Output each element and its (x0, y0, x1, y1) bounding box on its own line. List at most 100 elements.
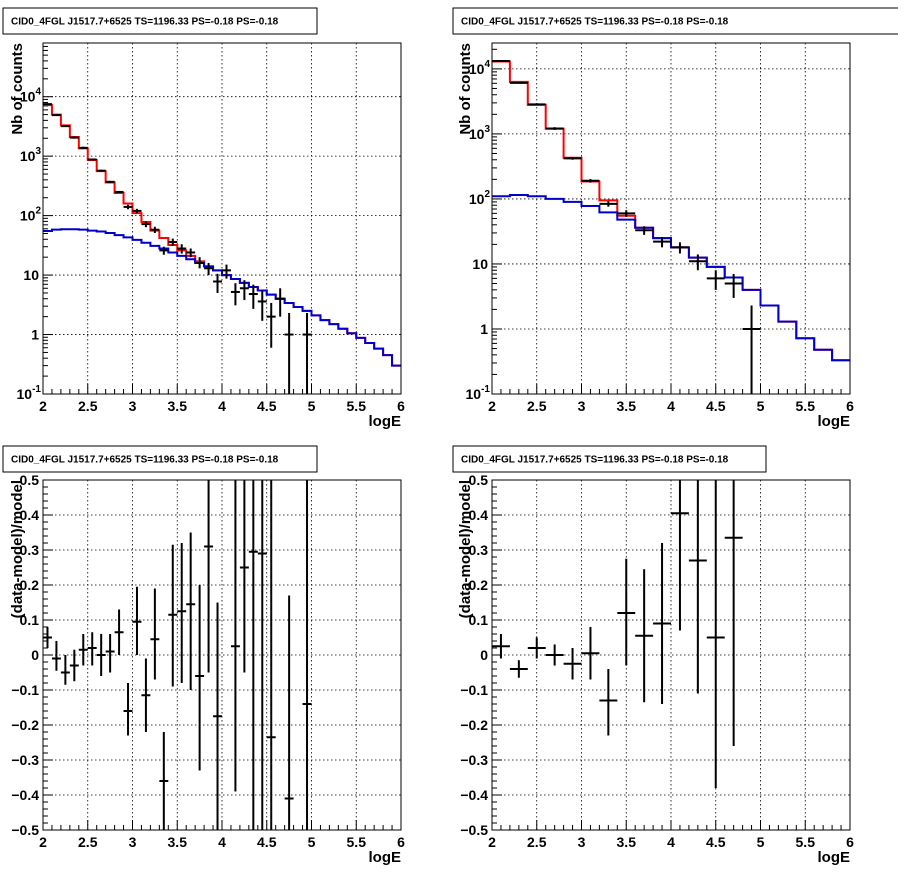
plot-frame (491, 479, 851, 831)
y-tick-label: 0.2 (20, 577, 40, 593)
data-point (599, 201, 618, 207)
y-tick-label: 103 (469, 124, 491, 142)
x-tick-label: 3 (129, 834, 137, 850)
y-tick-label: 1 (31, 327, 39, 343)
y-tick-label: 0.4 (469, 507, 489, 523)
x-tick-label: 3 (578, 834, 586, 850)
data-point (671, 242, 689, 254)
x-tick-label: 2.5 (78, 834, 98, 850)
y-tick-label: −0.1 (11, 682, 39, 698)
y-tick-label: −0.2 (11, 717, 39, 733)
data-point (563, 157, 582, 160)
data-point (742, 305, 761, 394)
x-tick-label: 4.5 (706, 398, 726, 414)
y-tick-label: 10 (23, 267, 39, 283)
x-tick-label: 4 (218, 398, 226, 414)
y-tick-label: 104 (20, 87, 42, 105)
data-point (302, 480, 312, 830)
data-point (230, 283, 240, 306)
y-tick-label: 0.1 (20, 612, 40, 628)
x-tick-label: 5.5 (347, 834, 367, 850)
x-tick-label: 4.5 (257, 398, 277, 414)
x-tick-label: 3 (129, 398, 137, 414)
chart-title: CID0_4FGL J1517.7+6525 TS=1196.33 PS=-0.… (11, 455, 279, 466)
data-point (653, 236, 671, 248)
data-point (527, 103, 546, 106)
x-tick-label: 2 (39, 834, 47, 850)
data-point (230, 480, 240, 792)
x-tick-label: 2 (488, 398, 496, 414)
data-point (195, 257, 205, 269)
data-point (186, 248, 196, 258)
x-tick-label: 3.5 (617, 834, 637, 850)
y-tick-label: 0.5 (469, 472, 489, 488)
y-tick-label: 0.3 (20, 542, 40, 558)
data-point (257, 290, 267, 321)
data-point (132, 208, 142, 214)
y-tick-label: −0.1 (460, 682, 488, 698)
data-point (266, 302, 276, 348)
data-point (492, 60, 510, 63)
data-point (545, 127, 564, 130)
data-point (168, 544, 178, 687)
chart-title: CID0_4FGL J1517.7+6525 TS=1196.33 PS=-0.… (461, 17, 729, 28)
x-tick-label: 5 (757, 398, 765, 414)
data-point (150, 588, 160, 680)
x-tick-label: 6 (397, 834, 405, 850)
y-tick-label: 1 (480, 321, 488, 337)
data-point (60, 655, 70, 685)
y-tick-label: 0 (31, 647, 39, 663)
data-point (284, 595, 294, 830)
data-point (159, 246, 169, 255)
x-tick-label: 4 (218, 834, 226, 850)
x-tick-label: 2.5 (78, 398, 98, 414)
y-tick-label: −0.3 (460, 752, 488, 768)
data-point (60, 125, 70, 128)
histogram-series-2 (492, 193, 850, 362)
y-axis-title: Nb of counts (457, 43, 474, 135)
data-point (724, 480, 743, 746)
y-tick-label: −0.5 (460, 822, 488, 838)
y-tick-label: 102 (469, 189, 491, 207)
data-point (123, 683, 133, 736)
data-point (599, 669, 618, 736)
data-point (78, 146, 88, 149)
data-point (141, 221, 151, 228)
x-tick-label: 3 (578, 398, 586, 414)
histogram-series-2 (43, 228, 401, 367)
x-tick-label: 5 (308, 834, 316, 850)
y-tick-label: −0.4 (460, 787, 488, 803)
data-point (195, 585, 205, 771)
data-point (213, 602, 222, 830)
data-point (159, 732, 169, 830)
data-point (706, 270, 725, 290)
y-tick-label: 0.4 (20, 507, 40, 523)
x-tick-label: 5.5 (796, 398, 816, 414)
data-point (105, 634, 115, 673)
data-point (43, 103, 52, 106)
data-point (239, 280, 249, 301)
data-point (266, 480, 276, 830)
y-axis-title: (data-model)/model (9, 480, 26, 618)
data-point (581, 179, 600, 183)
data-point (248, 284, 258, 309)
data-point (275, 288, 285, 317)
data-point (96, 169, 106, 172)
x-tick-label: 4.5 (257, 834, 277, 850)
x-tick-label: 5.5 (347, 398, 367, 414)
x-tick-label: 2.5 (527, 398, 547, 414)
y-tick-label: 0.2 (469, 577, 489, 593)
data-point (688, 480, 707, 694)
plot-frame (42, 42, 402, 395)
x-tick-label: 5 (757, 834, 765, 850)
chart-title: CID0_4FGL J1517.7+6525 TS=1196.33 PS=-0.… (11, 17, 279, 28)
data-point (168, 238, 178, 246)
data-point (87, 158, 97, 161)
y-tick-label: 0.1 (469, 612, 489, 628)
data-point (239, 480, 249, 673)
data-point (617, 558, 636, 666)
title-box (2, 7, 318, 35)
chart-title: CID0_4FGL J1517.7+6525 TS=1196.33 PS=-0.… (461, 455, 729, 466)
y-tick-label: 0.3 (469, 542, 489, 558)
data-point (302, 313, 312, 394)
